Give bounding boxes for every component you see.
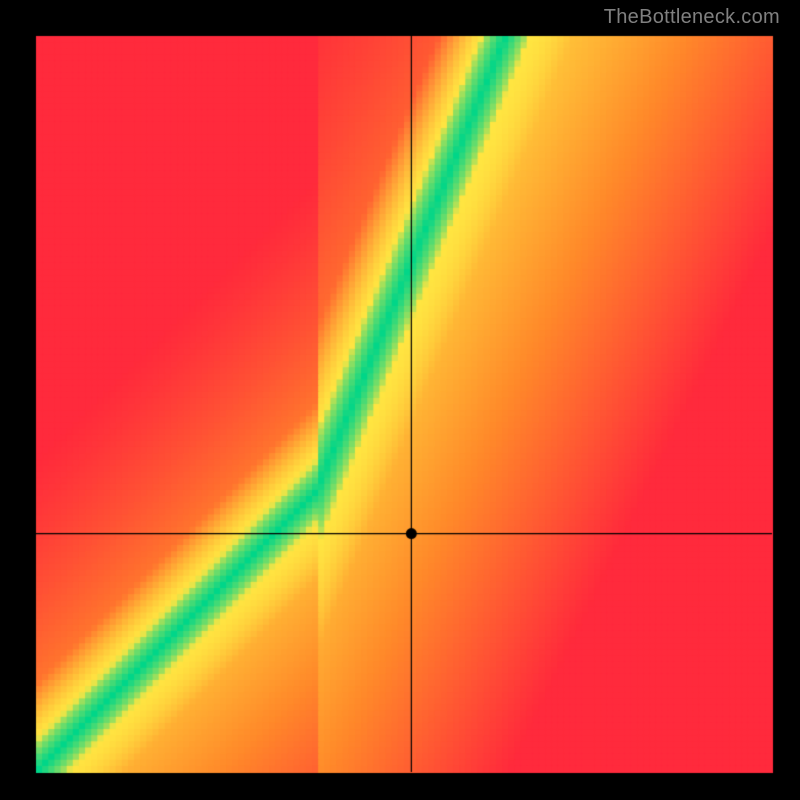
- chart-container: TheBottleneck.com: [0, 0, 800, 800]
- watermark-text: TheBottleneck.com: [604, 6, 780, 29]
- heatmap-canvas: [0, 0, 800, 800]
